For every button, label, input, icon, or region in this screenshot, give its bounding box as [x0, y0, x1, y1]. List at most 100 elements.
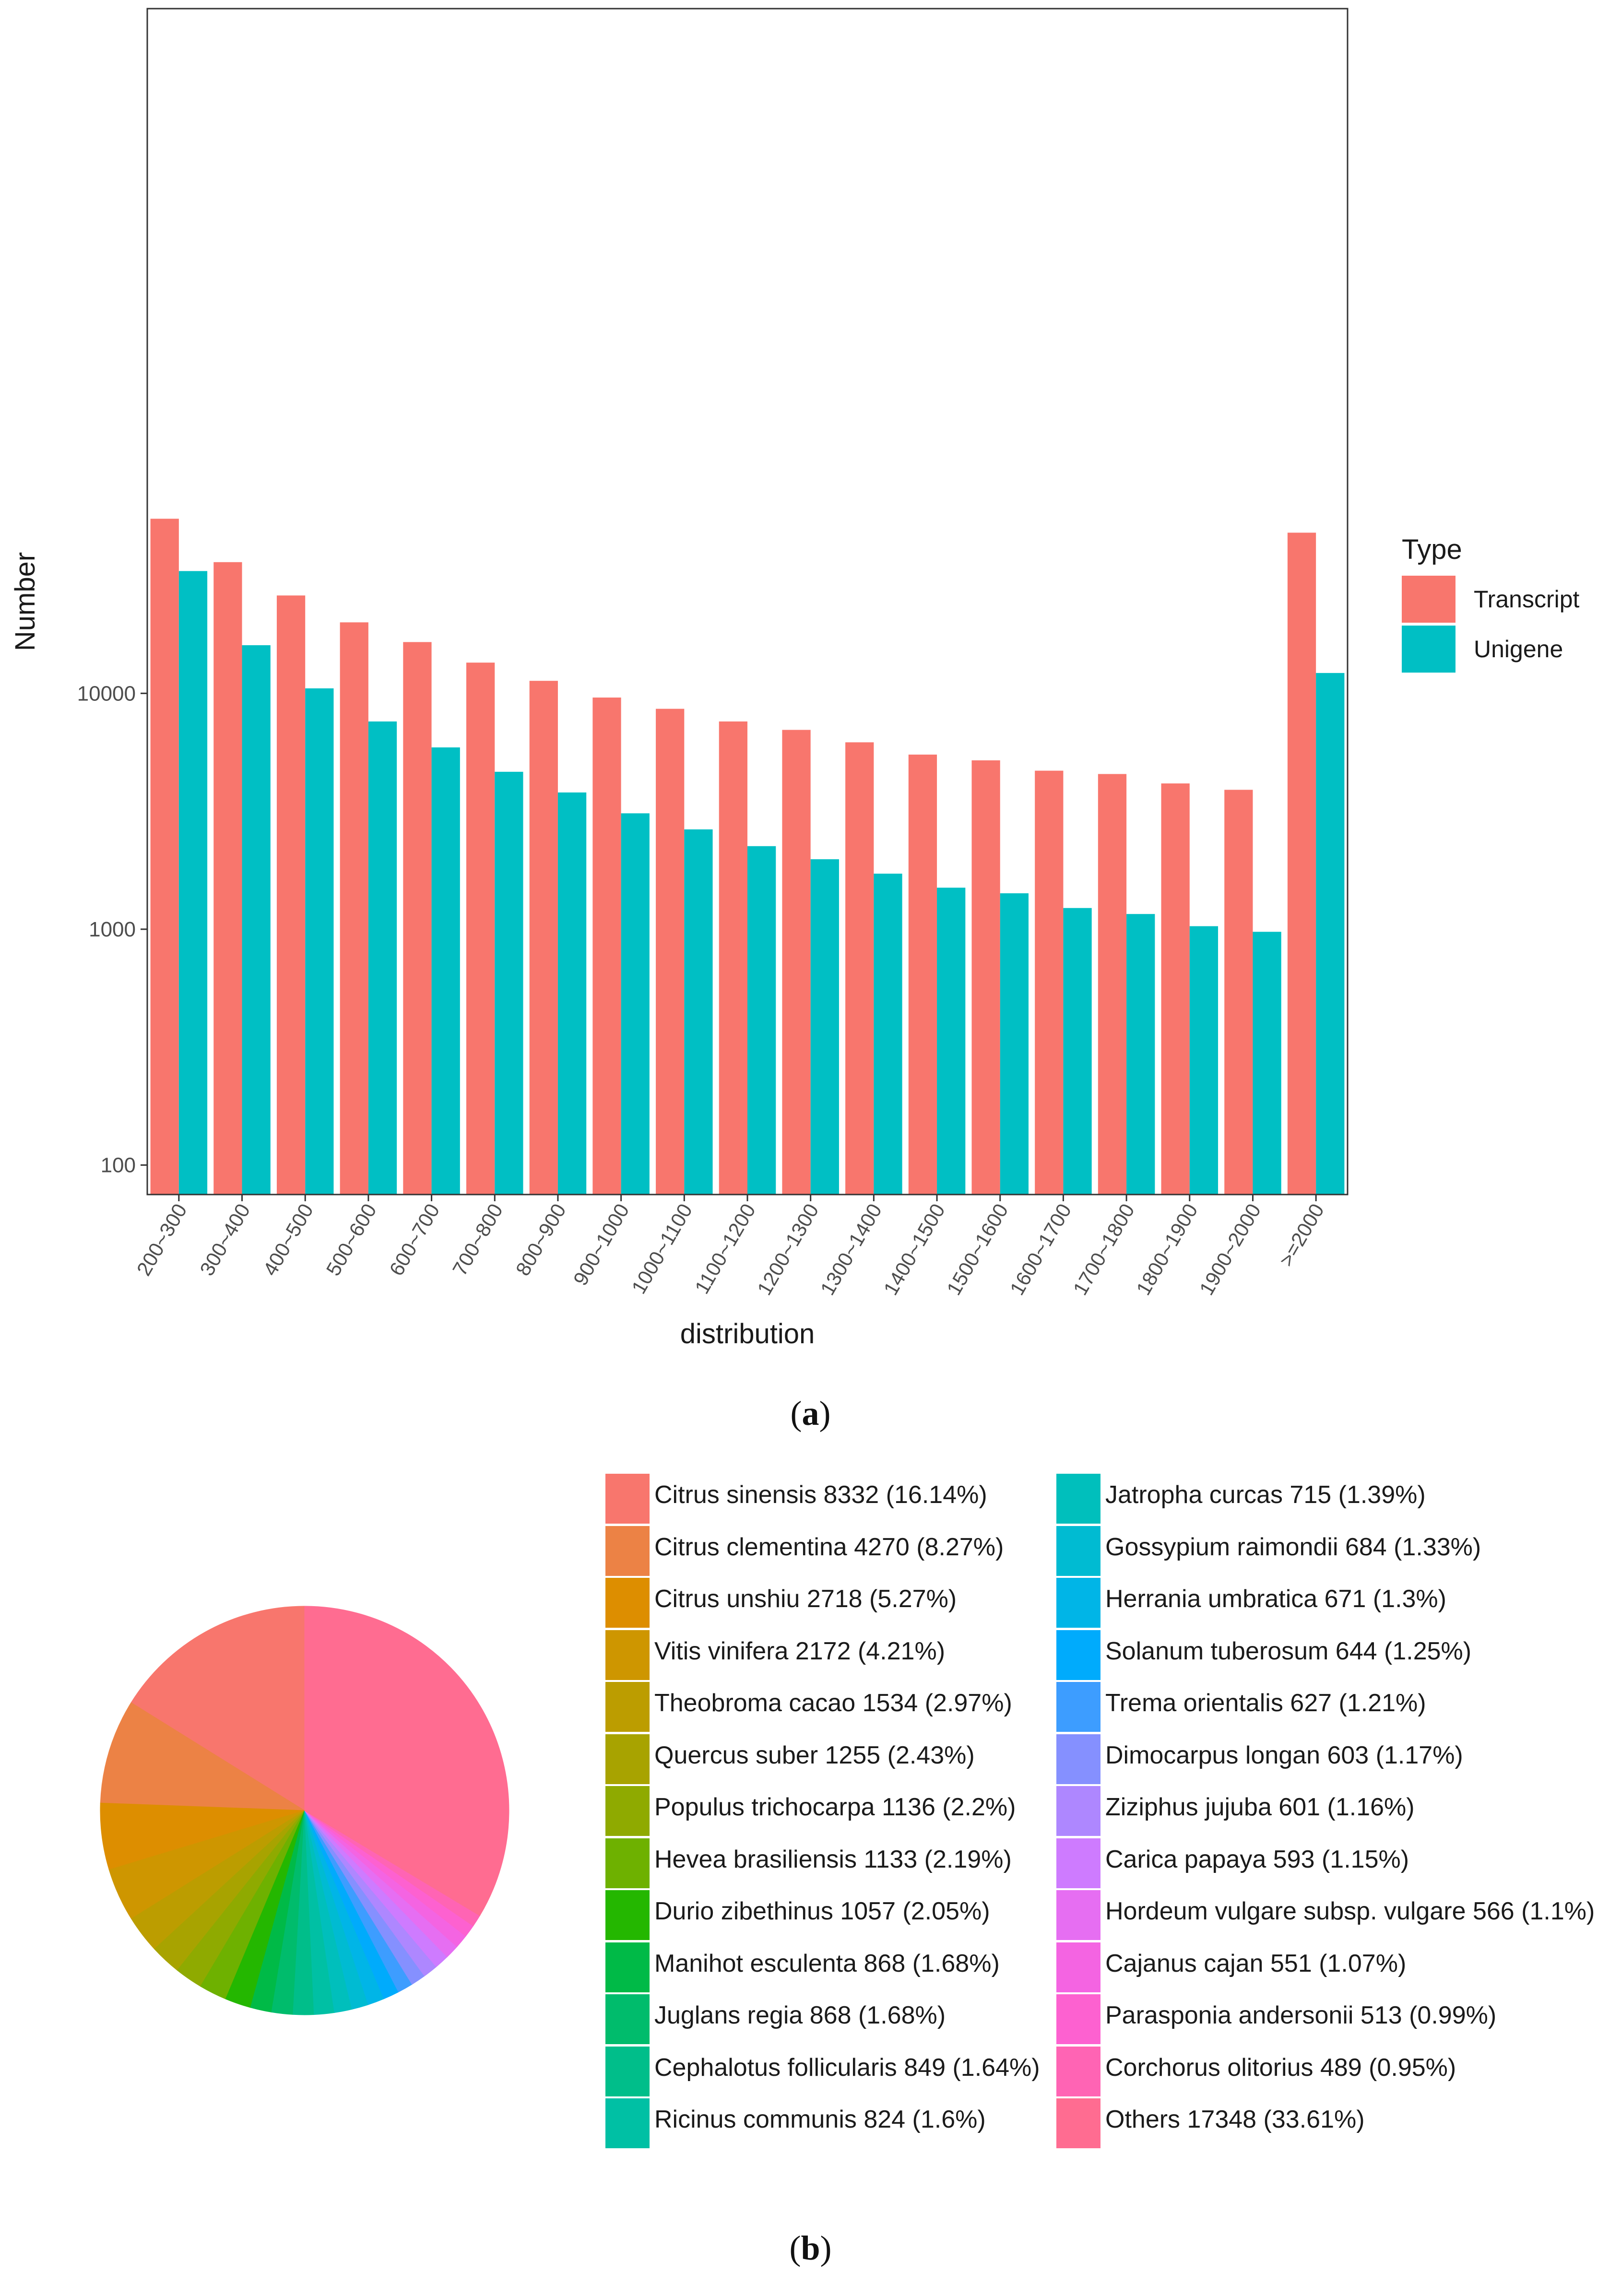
pie-legend-swatch [1056, 1786, 1100, 1836]
bar-transcript-4 [403, 642, 432, 1195]
pie-legend-column-2: Jatropha curcas 715 (1.39%) Gossypium rai… [1056, 1474, 1618, 2150]
bar-transcript-9 [719, 721, 747, 1195]
x-tick-label: 1200~1300 [753, 1200, 823, 1299]
pie-slice-24 [304, 1810, 480, 1927]
pie-slice-15 [304, 1810, 385, 2005]
pie-legend-swatch [605, 1578, 650, 1628]
x-tick-label: 1300~1400 [816, 1200, 886, 1299]
bar-unigene-2 [305, 688, 334, 1195]
caption-a-letter: a [802, 1394, 819, 1432]
pie-legend-swatch [1056, 2098, 1100, 2148]
pie-legend-swatch [605, 2098, 650, 2148]
pie-legend-label: Ziziphus jujuba 601 (1.16%) [1105, 1793, 1415, 1821]
pie-legend-swatch [1056, 1474, 1100, 1524]
x-tick-label: >=2000 [1275, 1200, 1328, 1270]
pie-legend-label: Cephalotus follicularis 849 (1.64%) [654, 2053, 1040, 2082]
bar-transcript-0 [150, 519, 179, 1195]
pie-legend-label: Cajanus cajan 551 (1.07%) [1105, 1949, 1407, 1977]
bar-unigene-11 [874, 874, 902, 1195]
bar-chart: 200~300 300~400 400~500 500~600 600~700 700~8… [10, 8, 1580, 1349]
bar-unigene-17 [1253, 932, 1281, 1195]
bar-transcript-3 [340, 622, 368, 1195]
pie-slice-19 [304, 1810, 437, 1976]
pie-slice-12 [304, 1810, 335, 2015]
bar-unigene-4 [431, 747, 460, 1195]
pie-legend-label: Durio zibethinus 1057 (2.05%) [654, 1897, 990, 1925]
x-tick-label: 500~600 [322, 1200, 381, 1279]
bar-unigene-15 [1126, 914, 1155, 1195]
pie-slice-3 [108, 1810, 305, 1919]
pie-legend-label: Citrus clementina 4270 (8.27%) [654, 1533, 1004, 1561]
pie-legend-label: Others 17348 (33.61%) [1105, 2106, 1365, 2133]
bar-unigene-8 [684, 829, 713, 1195]
bar-transcript-6 [529, 681, 558, 1195]
pie-legend-swatch [605, 1630, 650, 1680]
legend-swatch-transcript [1402, 576, 1455, 623]
x-tick-label: 1600~1700 [1006, 1200, 1076, 1299]
pie-legend-label: Dimocarpus longan 603 (1.17%) [1105, 1741, 1463, 1769]
bar-transcript-18 [1287, 533, 1316, 1195]
pie-slice-10 [271, 1810, 305, 2015]
pie-legend-swatch [605, 1838, 650, 1888]
bar-transcript-11 [845, 742, 874, 1195]
y-axis-label: Number [10, 552, 41, 651]
pie-legend-swatch [605, 1890, 650, 1940]
pie-legend-swatch [605, 2046, 650, 2096]
pie-legend-label: Theobroma cacao 1534 (2.97%) [654, 1689, 1012, 1717]
pie-legend-label: Vitis vinifera 2172 (4.21%) [654, 1637, 946, 1665]
pie-legend-label: Citrus sinensis 8332 (16.14%) [654, 1481, 987, 1509]
pie-legend-swatch [1056, 1682, 1100, 1732]
pie-legend-swatch [1056, 1942, 1100, 1992]
pie-slice-6 [177, 1810, 305, 1987]
bar-unigene-6 [557, 792, 587, 1195]
x-tick-label: 1400~1500 [879, 1200, 949, 1299]
pie-slice-21 [304, 1810, 458, 1957]
bar-transcript-2 [276, 595, 306, 1195]
pie-legend-swatch [1056, 1890, 1100, 1940]
caption-b: (b) [789, 2229, 832, 2267]
pie-legend-label: Solanum tuberosum 644 (1.25%) [1105, 1637, 1472, 1665]
bar-transcript-1 [213, 562, 242, 1195]
pie-legend-swatch [1056, 2046, 1100, 2096]
bar-unigene-10 [810, 859, 839, 1195]
pie-legend-swatch [1056, 1578, 1100, 1628]
bar-unigene-5 [495, 771, 523, 1195]
pie-legend-label: Parasponia andersonii 513 (0.99%) [1105, 2001, 1497, 2029]
pie-legend-label: Herrania umbratica 671 (1.3%) [1105, 1585, 1446, 1613]
pie-legend-swatch [1056, 1994, 1100, 2044]
pie-slice-18 [304, 1810, 425, 1985]
bar-transcript-15 [1098, 774, 1127, 1195]
pie-slice-13 [304, 1810, 353, 2013]
pie-slice-4 [130, 1810, 305, 1950]
pie-slice-25 [304, 1606, 509, 1916]
pie-legend-label: Citrus unshiu 2718 (5.27%) [654, 1585, 957, 1613]
x-tick-label: 1000~1100 [627, 1200, 697, 1298]
pie-legend-label: Trema orientalis 627 (1.21%) [1105, 1689, 1426, 1717]
bar-transcript-5 [466, 663, 495, 1195]
legend-label-transcript: Transcript [1474, 586, 1580, 613]
pie-legend-swatch [605, 1474, 650, 1524]
bar-unigene-1 [242, 645, 271, 1195]
caption-a: (a) [790, 1394, 831, 1432]
bar-legend: Type Transcript Unigene [1402, 534, 1580, 673]
bar-transcript-16 [1161, 783, 1190, 1195]
x-tick-label: 1100~1200 [690, 1200, 760, 1298]
pie-slice-9 [250, 1810, 305, 2012]
pie-slice-16 [304, 1810, 399, 2000]
bar-transcript-10 [782, 730, 811, 1195]
bar-unigene-12 [937, 888, 966, 1195]
pie-legend-label: Corchorus olitorius 489 (0.95%) [1105, 2053, 1456, 2082]
pie-slice-0 [130, 1606, 305, 1811]
y-tick-label: 1000 [89, 918, 136, 941]
bar-unigene-16 [1189, 926, 1219, 1195]
legend-label-unigene: Unigene [1474, 636, 1563, 663]
legend-title: Type [1402, 534, 1462, 565]
pie-legend-swatch [605, 1942, 650, 1992]
bar-unigene-9 [747, 846, 776, 1195]
bar-transcript-17 [1224, 790, 1253, 1195]
x-tick-label: 1700~1800 [1068, 1200, 1138, 1299]
pie-legend-label: Ricinus communis 824 (1.6%) [654, 2106, 986, 2133]
x-tick-label: 1800~1900 [1132, 1200, 1202, 1299]
pie-slice-17 [304, 1810, 413, 1993]
pie-slice-11 [293, 1810, 315, 2015]
